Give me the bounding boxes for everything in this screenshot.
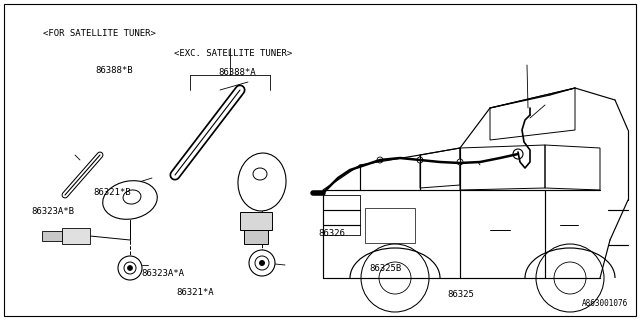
Bar bbox=[240, 212, 272, 230]
Circle shape bbox=[118, 256, 142, 280]
Bar bbox=[244, 230, 268, 244]
Text: 86323A*A: 86323A*A bbox=[141, 269, 185, 278]
Bar bbox=[323, 195, 360, 235]
Circle shape bbox=[377, 157, 383, 163]
Text: 86321*B: 86321*B bbox=[93, 188, 131, 196]
Ellipse shape bbox=[238, 153, 286, 211]
Text: <EXC. SATELLITE TUNER>: <EXC. SATELLITE TUNER> bbox=[175, 49, 292, 58]
Text: 86326: 86326 bbox=[318, 229, 345, 238]
Text: 86325: 86325 bbox=[447, 290, 474, 299]
Text: 86323A*B: 86323A*B bbox=[31, 207, 74, 216]
Text: 86388*A: 86388*A bbox=[218, 68, 255, 76]
Bar bbox=[365, 208, 415, 243]
Circle shape bbox=[259, 260, 265, 266]
Ellipse shape bbox=[102, 181, 157, 219]
Bar bbox=[42, 231, 62, 241]
Circle shape bbox=[249, 250, 275, 276]
Circle shape bbox=[127, 266, 132, 270]
Text: A863001076: A863001076 bbox=[582, 299, 628, 308]
Text: 86388*B: 86388*B bbox=[95, 66, 132, 75]
Text: 86321*A: 86321*A bbox=[177, 288, 214, 297]
Circle shape bbox=[457, 159, 463, 165]
Bar bbox=[62, 228, 90, 244]
Circle shape bbox=[417, 157, 423, 163]
Text: <FOR SATELLITE TUNER>: <FOR SATELLITE TUNER> bbox=[43, 29, 156, 38]
Text: 86325B: 86325B bbox=[369, 264, 401, 273]
